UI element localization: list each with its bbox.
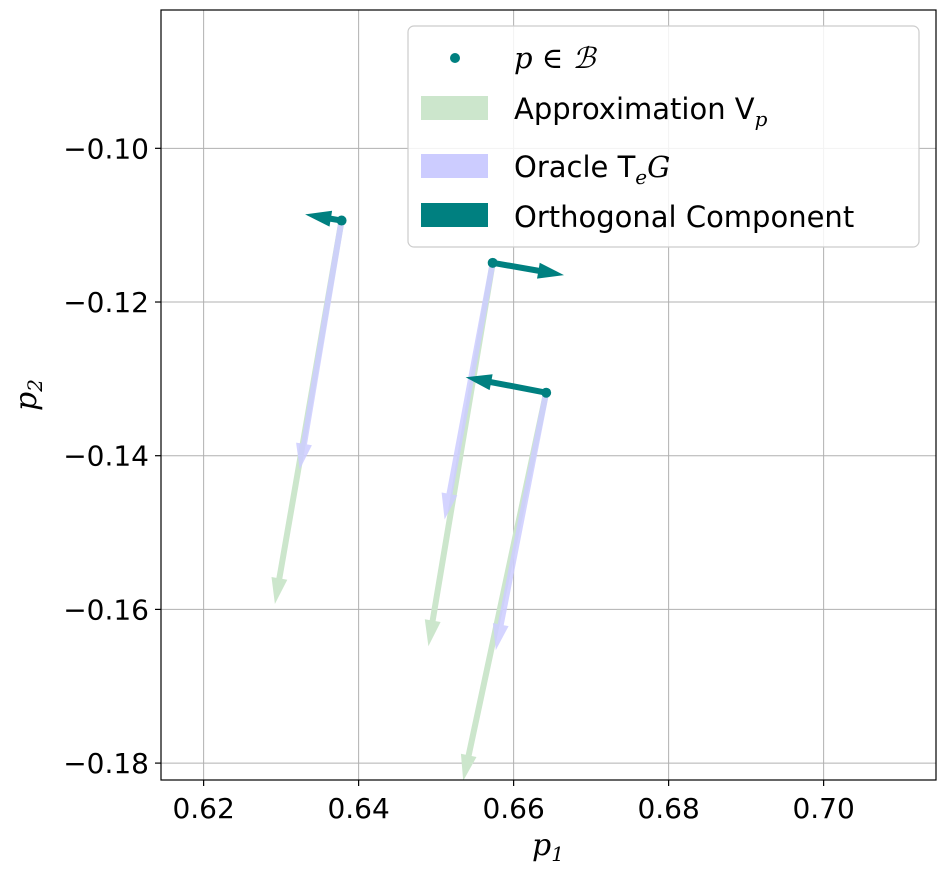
y-tick-label: −0.14 [63, 440, 149, 473]
legend-label-points: p ∈ ℬ [514, 41, 597, 75]
legend: p ∈ ℬ Approximation Vp Oracle TeG Orthog… [407, 25, 920, 248]
legend-patch-oracle [421, 154, 488, 178]
arrow-layer [271, 210, 564, 780]
plot-frame [160, 9, 937, 781]
axis-ticks: 0.62 0.64 0.66 0.68 0.70 −0.10 −0.12 −0.14 −0.16… [63, 132, 855, 825]
legend-box [407, 25, 920, 248]
point-markers [336, 215, 552, 398]
y-tick-label: −0.16 [63, 593, 149, 626]
data-point [541, 387, 552, 398]
orthogonal-arrow [492, 259, 564, 279]
data-point [336, 215, 347, 226]
legend-patch-approximation [421, 96, 488, 120]
x-tick-label: 0.70 [792, 792, 854, 825]
approximation-arrow [424, 262, 496, 647]
x-tick-label: 0.64 [327, 792, 389, 825]
orthogonal-arrow [465, 374, 547, 396]
y-axis-label: p2 [9, 379, 47, 411]
oracle-arrow [296, 220, 345, 470]
x-tick-label: 0.68 [637, 792, 699, 825]
oracle-arrow [492, 392, 550, 651]
y-tick-label: −0.10 [63, 132, 149, 165]
legend-marker-points [450, 53, 460, 63]
legend-label-oracle: Oracle TeG [514, 150, 670, 189]
y-tick-label: −0.18 [63, 747, 149, 780]
legend-patch-orthogonal [421, 203, 488, 227]
legend-label-orthogonal: Orthogonal Component [514, 200, 854, 234]
x-axis-label: p1 [532, 828, 564, 866]
x-tick-label: 0.62 [172, 792, 234, 825]
y-tick-label: −0.12 [63, 286, 149, 319]
orthogonal-arrow [305, 210, 343, 227]
legend-label-approximation: Approximation Vp [514, 92, 768, 131]
x-tick-label: 0.66 [482, 792, 544, 825]
oracle-arrow [441, 262, 496, 520]
data-point [487, 257, 498, 268]
